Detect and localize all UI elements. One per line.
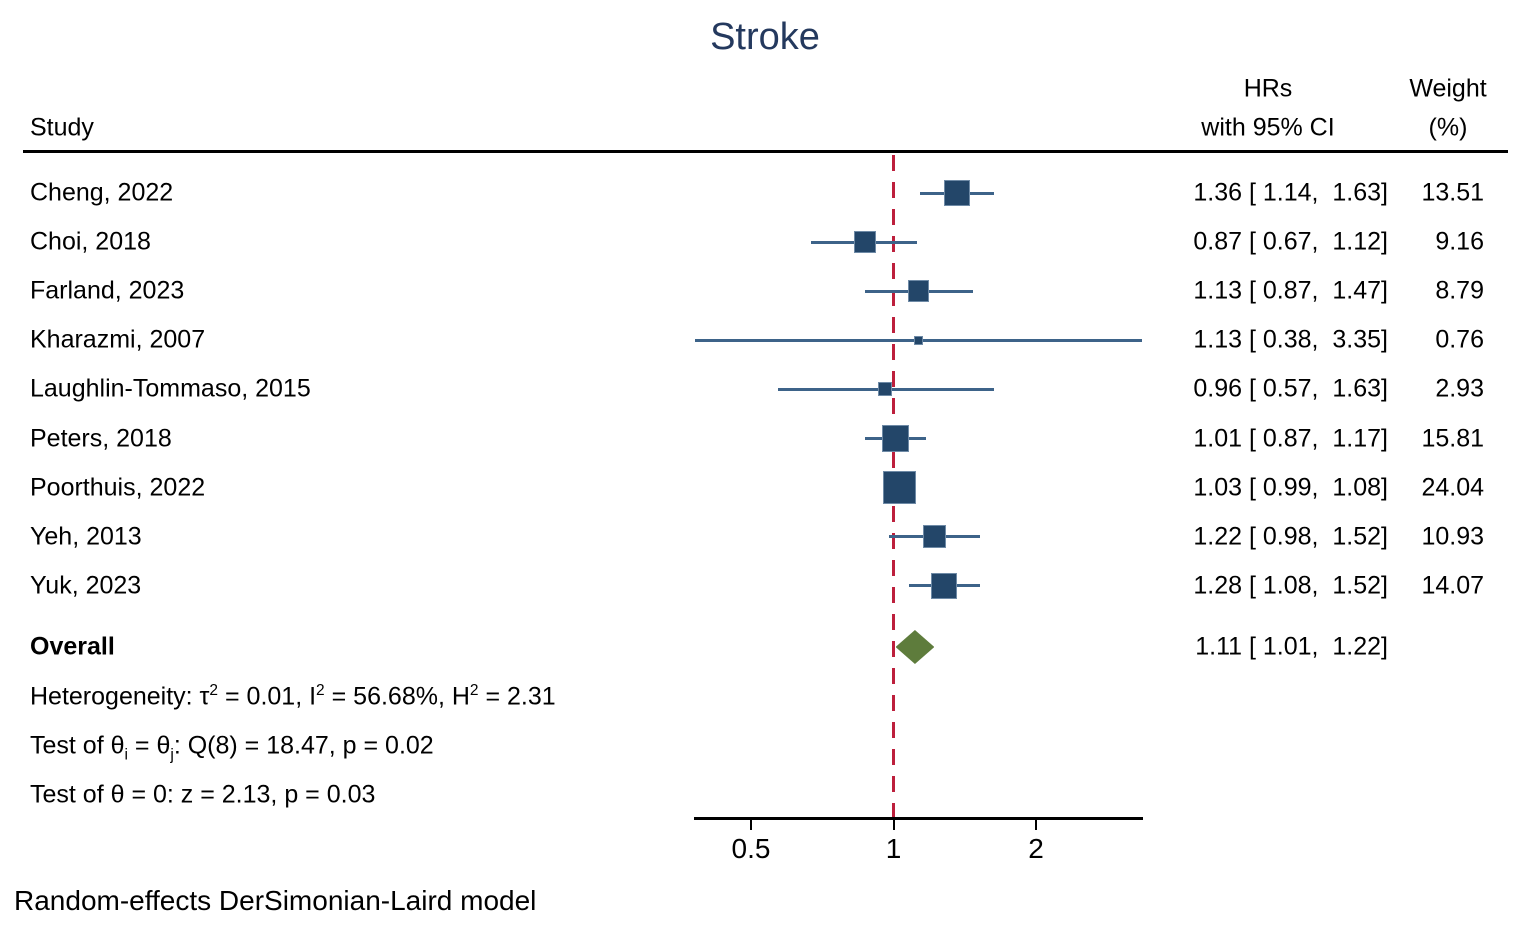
stats-segment: = 2.31 <box>478 682 556 711</box>
hr-ci-value: 1.28 [ 1.08, 1.52] <box>1193 571 1388 600</box>
col-header-weight-line1: Weight <box>1409 74 1487 103</box>
effect-square <box>878 382 893 397</box>
x-axis-line <box>694 817 1143 820</box>
effect-square <box>883 471 917 505</box>
study-row-label: Yeh, 2013 <box>30 522 142 551</box>
effect-square <box>914 335 924 345</box>
stats-line-heterogeneity: Heterogeneity: τ2 = 0.01, I2 = 56.68%, H… <box>30 683 556 712</box>
col-header-study: Study <box>30 113 94 142</box>
page-title: Stroke <box>710 16 820 58</box>
hr-ci-value: 1.13 [ 0.38, 3.35] <box>1193 325 1388 354</box>
hr-ci-value: 1.01 [ 0.87, 1.17] <box>1193 424 1388 452</box>
study-row-label: Laughlin-Tommaso, 2015 <box>30 374 311 403</box>
stats-segment: 2 <box>469 682 479 700</box>
hr-ci-value: 1.13 [ 0.87, 1.47] <box>1193 276 1388 305</box>
effect-square <box>907 280 930 302</box>
weight-value: 2.93 <box>1435 374 1484 403</box>
header-rule <box>23 150 1508 153</box>
weight-value: 10.93 <box>1421 522 1484 551</box>
weight-value: 0.76 <box>1435 325 1484 354</box>
x-axis-tick-label: 1 <box>885 833 902 864</box>
stats-segment: = 56.68%, H <box>324 682 470 711</box>
stats-segment: = 0.01, I <box>218 682 317 711</box>
stats-segment: Test of θ = 0: z = 2.13, p = 0.03 <box>30 780 376 809</box>
stats-segment: Heterogeneity: τ <box>30 682 210 711</box>
overall-hr-ci-value: 1.11 [ 1.01, 1.22] <box>1195 632 1388 661</box>
study-row-label: Poorthuis, 2022 <box>30 473 206 502</box>
x-axis-tick <box>750 820 752 830</box>
stats-segment: j <box>170 746 174 764</box>
study-row-label: Kharazmi, 2007 <box>30 325 206 354</box>
study-row-label: Cheng, 2022 <box>30 178 174 207</box>
effect-square <box>922 524 947 549</box>
effect-square <box>853 231 876 253</box>
footer-note: Random-effects DerSimonian-Laird model <box>14 885 537 916</box>
hr-ci-value: 1.22 [ 0.98, 1.52] <box>1193 522 1388 551</box>
hr-ci-value: 1.03 [ 0.99, 1.08] <box>1193 473 1388 502</box>
weight-value: 14.07 <box>1421 571 1484 600</box>
study-row-label: Peters, 2018 <box>30 424 172 452</box>
overall-diamond <box>895 630 935 664</box>
stats-segment: Test of θ <box>30 731 125 760</box>
col-header-effect-line1: HRs <box>1243 74 1293 103</box>
col-header-weight-line2: (%) <box>1428 113 1468 142</box>
stats-segment: 2 <box>316 682 325 700</box>
stats-line-test-theta-zero: Test of θ = 0: z = 2.13, p = 0.03 <box>30 781 375 810</box>
weight-value: 15.81 <box>1421 424 1484 452</box>
overall-label: Overall <box>30 632 115 661</box>
col-header-effect-line2: with 95% CI <box>1201 113 1335 142</box>
weight-value: 13.51 <box>1421 178 1484 207</box>
effect-square <box>931 572 958 599</box>
effect-square <box>943 180 970 206</box>
stats-line-test-theta-i-j: Test of θi = θj: Q(8) = 18.47, p = 0.02 <box>30 731 434 764</box>
stats-segment: 2 <box>209 682 219 700</box>
hr-ci-value: 1.36 [ 1.14, 1.63] <box>1193 178 1388 207</box>
effect-square <box>881 424 910 453</box>
hr-ci-value: 0.87 [ 0.67, 1.12] <box>1193 227 1388 256</box>
weight-value: 8.79 <box>1435 276 1484 305</box>
stats-segment: i <box>124 746 128 764</box>
weight-value: 9.16 <box>1435 227 1484 256</box>
stats-segment: : Q(8) = 18.47, p = 0.02 <box>173 731 434 760</box>
weight-value: 24.04 <box>1421 473 1484 502</box>
stats-segment: = θ <box>127 731 171 760</box>
x-axis-tick-label: 2 <box>1028 833 1044 864</box>
x-axis-tick <box>1035 820 1037 830</box>
x-axis-tick <box>892 820 895 830</box>
hr-ci-value: 0.96 [ 0.57, 1.63] <box>1193 374 1388 403</box>
study-row-label: Choi, 2018 <box>30 227 151 256</box>
study-row-label: Yuk, 2023 <box>30 571 142 600</box>
study-row-label: Farland, 2023 <box>30 276 185 305</box>
x-axis-tick-label: 0.5 <box>731 833 771 864</box>
